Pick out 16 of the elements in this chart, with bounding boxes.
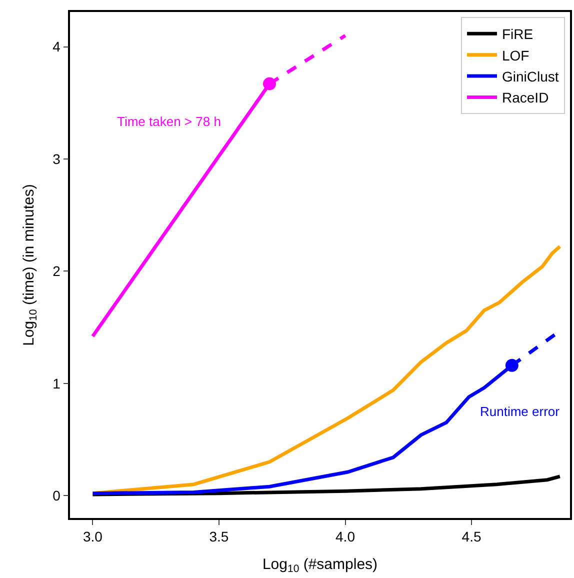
y-tick-label: 3 [52,150,61,167]
y-tick-label: 2 [52,263,61,280]
y-tick-label: 4 [52,38,61,55]
legend-label: GiniClust [502,68,559,85]
x-tick-label: 4.0 [336,528,356,545]
x-tick-label: 3.5 [209,528,229,545]
annotation: Runtime error [480,404,560,419]
x-axis-title: Log$_{10}$ (#samples) [262,556,378,576]
legend-label: RaceID [502,90,549,106]
y-tick-label: 0 [52,487,61,504]
legend-label: FiRE [502,26,534,42]
x-tick-label: 4.5 [462,528,482,545]
y-tick-label: 1 [52,375,61,392]
x-tick-label: 3.0 [82,528,103,545]
legend-label: LOF [502,47,530,64]
annotation: Time taken > 78 h [117,114,221,129]
